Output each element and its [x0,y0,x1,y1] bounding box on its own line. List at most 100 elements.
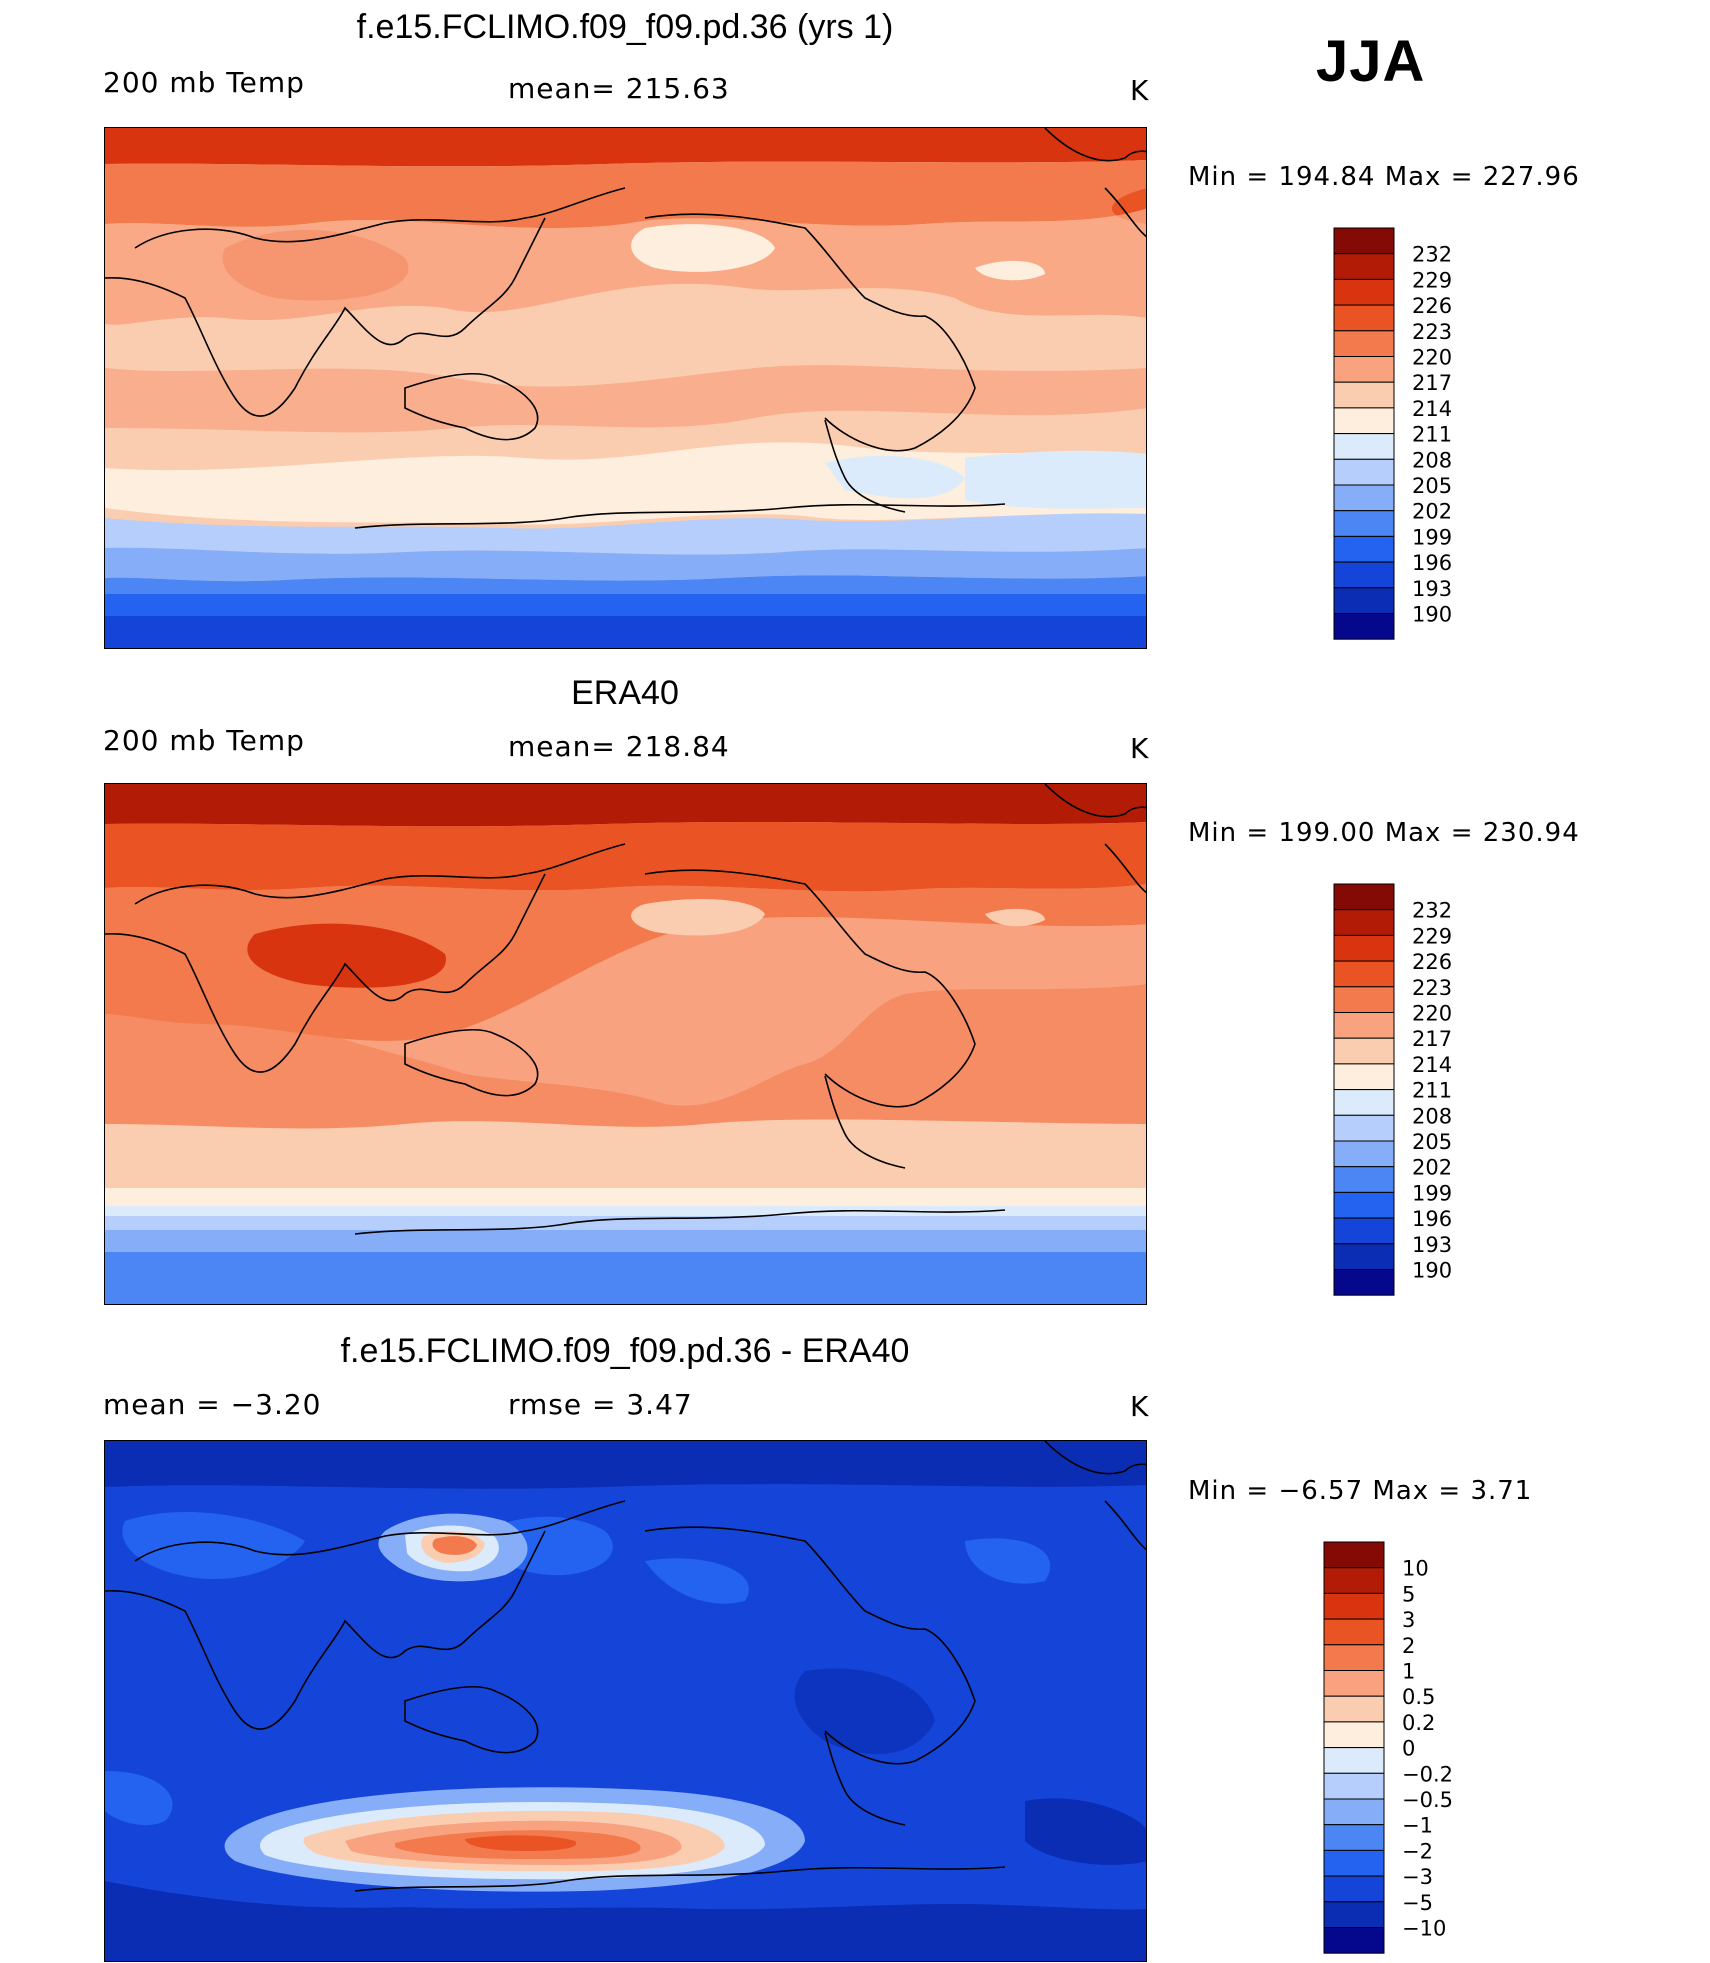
colorbar-box [1323,1747,1385,1774]
colorbar-label: 0.2 [1402,1711,1435,1735]
panel-2-colorbar: 232 229 226 223 220 217 214 211 208 205 202 199 196 1… [1333,883,1534,1301]
season-label: JJA [1316,29,1426,94]
colorbar-box [1333,986,1395,1014]
panel-1-min-max: Min = 194.84 Max = 227.96 [1188,162,1580,192]
panel-1-mean-label: mean= 215.63 [508,72,730,105]
colorbar-label: 1 [1402,1660,1415,1684]
panel-3-min-max: Min = −6.57 Max = 3.71 [1188,1476,1533,1506]
colorbar-label: 220 [1412,346,1452,370]
colorbar-label: 202 [1412,1156,1452,1180]
panel-2-coastlines [105,784,1146,1235]
colorbar-box [1333,458,1395,486]
colorbar-box [1333,1114,1395,1142]
colorbar-box [1333,561,1395,589]
colorbar-box [1323,1849,1385,1877]
panel-2-mean-label: mean= 218.84 [508,730,730,763]
panel-1-title: f.e15.FCLIMO.f09_f09.pd.36 (yrs 1) [356,8,894,46]
panel-3-mean-label: mean = −3.20 [103,1388,322,1421]
panel-2-map [104,783,1147,1305]
colorbar-box [1333,883,1395,911]
colorbar-box [1333,433,1395,460]
colorbar-label: 217 [1412,371,1452,395]
colorbar-label: 2 [1402,1634,1415,1658]
colorbar-box [1333,356,1395,383]
colorbar-label: 196 [1412,1207,1452,1231]
colorbar-label: −5 [1402,1891,1433,1915]
colorbar-label: 196 [1412,551,1452,575]
panel-2-min-max: Min = 199.00 Max = 230.94 [1188,818,1580,848]
colorbar-box [1333,909,1395,936]
panel-1-colorbar: 232 229 226 223 220 217 214 211 208 205 202 199 196 1… [1333,227,1534,645]
panel-2-contour-field [105,784,1146,1304]
colorbar-box [1333,484,1395,512]
colorbar-label: 193 [1412,1233,1452,1257]
panel-2-colorbar-svg: 2322292262232202172142112082052021991961… [1333,883,1452,1296]
colorbar-label: 208 [1412,448,1452,472]
colorbar-box [1333,304,1395,332]
colorbar-box [1333,407,1395,435]
colorbar-box [1333,535,1395,563]
panel-1-variable-label: 200 mb Temp [103,66,305,99]
colorbar-box [1333,1269,1395,1296]
colorbar-label: 202 [1412,500,1452,524]
colorbar-label: 223 [1412,976,1452,1000]
panel-3-contour-field [105,1441,1146,1961]
colorbar-label: −2 [1402,1839,1433,1863]
colorbar-label: 214 [1412,1053,1452,1077]
colorbar-box [1333,1012,1395,1039]
colorbar-box [1323,1901,1385,1928]
colorbar-label: 214 [1412,397,1452,421]
colorbar-box [1333,960,1395,988]
colorbar-label: −10 [1402,1917,1446,1941]
panel-2-variable-label: 200 mb Temp [103,724,305,757]
colorbar-label: 10 [1402,1557,1429,1581]
colorbar-label: 205 [1412,474,1452,498]
colorbar-box [1323,1927,1385,1954]
colorbar-label: 5 [1402,1582,1415,1606]
colorbar-box [1333,1089,1395,1116]
colorbar-box [1333,1063,1395,1091]
colorbar-box [1333,1191,1395,1219]
colorbar-box [1333,934,1395,962]
colorbar-label: 190 [1412,1259,1452,1283]
colorbar-box [1333,330,1395,358]
panel-3-rmse-label: rmse = 3.47 [508,1388,693,1421]
colorbar-label: 211 [1412,1079,1452,1103]
colorbar-label: 226 [1412,950,1452,974]
colorbar-box [1333,253,1395,280]
colorbar-box [1333,613,1395,640]
colorbar-label: 217 [1412,1027,1452,1051]
colorbar-box [1323,1772,1385,1800]
panel-2-title: ERA40 [571,674,679,712]
panel-1-colorbar-svg: 2322292262232202172142112082052021991961… [1333,227,1452,640]
colorbar-box [1333,227,1395,255]
colorbar-box [1333,1243,1395,1270]
colorbar-box [1323,1567,1385,1594]
panel-1-coastlines [105,128,1146,529]
colorbar-label: 199 [1412,1181,1452,1205]
colorbar-box [1323,1695,1385,1723]
colorbar-box [1323,1798,1385,1826]
panel-1-map [104,127,1147,649]
colorbar-box [1333,1140,1395,1168]
colorbar-label: −1 [1402,1814,1433,1838]
colorbar-box [1333,510,1395,537]
colorbar-label: 229 [1412,924,1452,948]
colorbar-box [1333,278,1395,306]
panel-3-units: K [1130,1390,1150,1423]
colorbar-box [1323,1592,1385,1620]
colorbar-label: 190 [1412,603,1452,627]
colorbar-box [1323,1541,1385,1569]
colorbar-label: 232 [1412,243,1452,267]
colorbar-box [1323,1670,1385,1697]
panel-1-contour-field [105,128,1146,648]
panel-3-map [104,1440,1147,1962]
colorbar-label: 229 [1412,268,1452,292]
colorbar-label: 199 [1412,525,1452,549]
colorbar-label: −0.5 [1402,1788,1453,1812]
colorbar-box [1323,1875,1385,1903]
colorbar-box [1323,1721,1385,1749]
colorbar-label: 223 [1412,320,1452,344]
colorbar-label: 208 [1412,1104,1452,1128]
colorbar-label: 220 [1412,1002,1452,1026]
